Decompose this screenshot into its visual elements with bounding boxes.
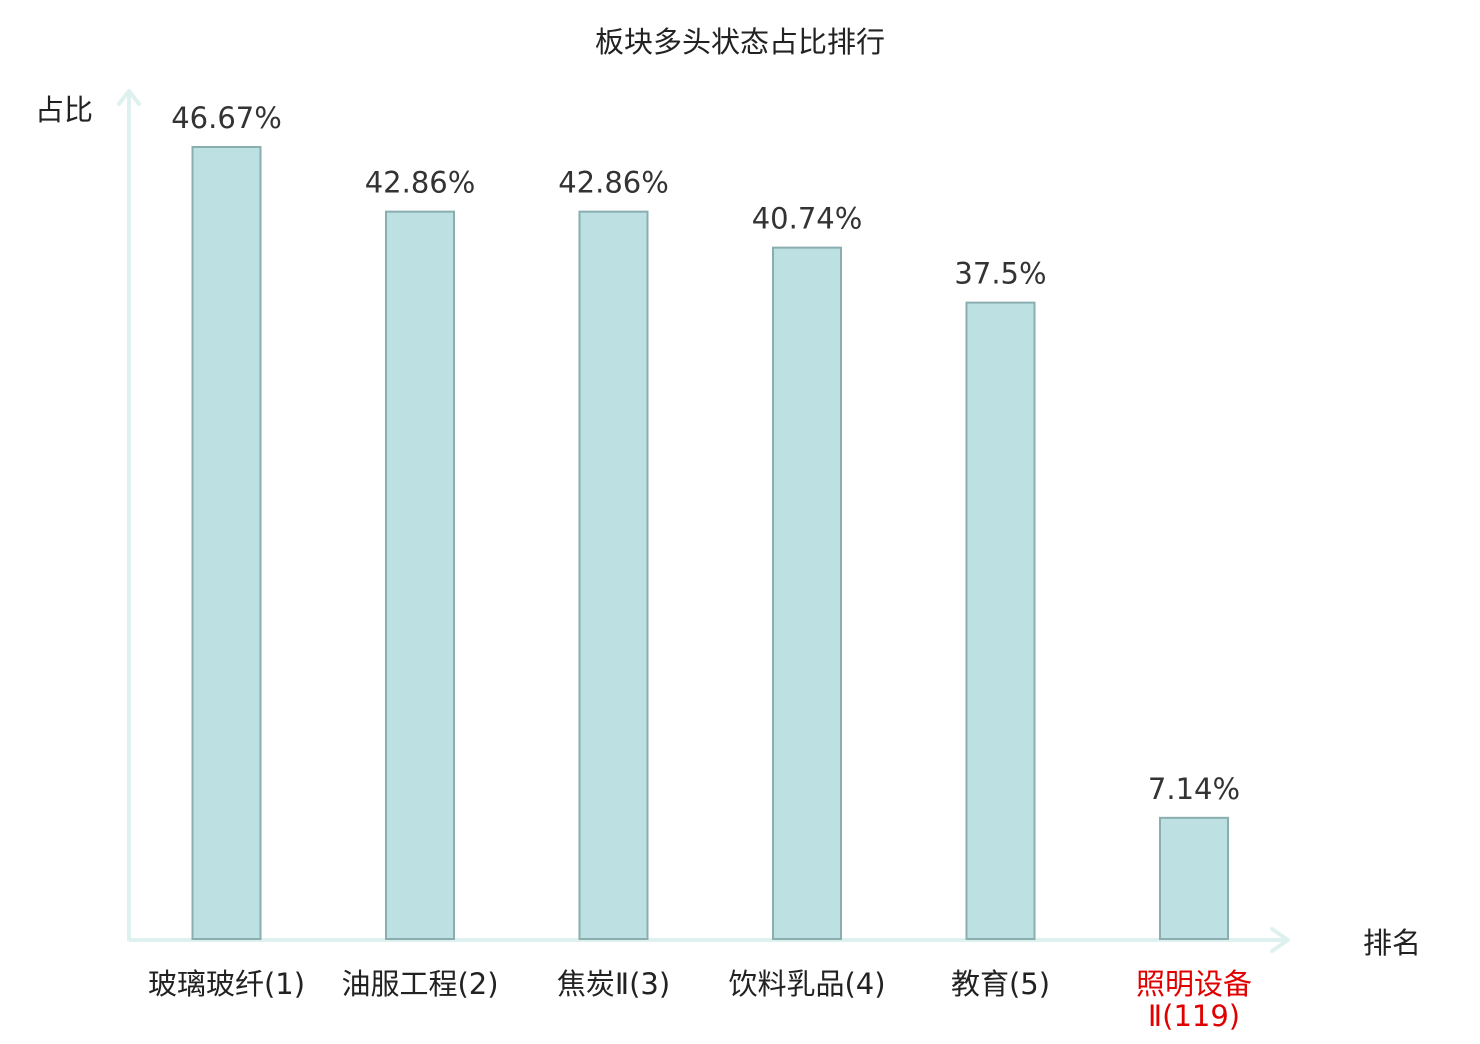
bar-5 — [965, 301, 1036, 940]
y-axis-arrow — [117, 89, 141, 106]
category-label-line: 玻璃玻纤(1) — [148, 967, 305, 1001]
bar-6 — [1159, 816, 1229, 940]
x-axis-label: 排名 — [1363, 926, 1421, 960]
bar-value-label-2: 42.86% — [365, 166, 476, 200]
bar-value-label-3: 42.86% — [558, 166, 669, 200]
bar-value-label-6: 7.14% — [1148, 772, 1240, 806]
category-label-line: 油服工程(2) — [341, 967, 498, 1001]
category-label-line: 照明设备 — [1136, 967, 1252, 1001]
category-label-line: 焦炭Ⅱ(3) — [557, 967, 670, 1001]
bar-value-label-5: 37.5% — [954, 257, 1046, 291]
category-label-2: 油服工程(2) — [341, 967, 498, 1001]
category-label-3: 焦炭Ⅱ(3) — [557, 967, 670, 1001]
category-labels-group: 玻璃玻纤(1) 油服工程(2) 焦炭Ⅱ(3) 饮料乳品(4) 教育(5) 照明设备 Ⅱ(11… — [148, 967, 1252, 1033]
bar-4 — [772, 246, 842, 941]
bar-3 — [578, 210, 649, 941]
bar-1 — [191, 146, 262, 940]
chart-title: 板块多头状态占比排行 — [595, 25, 885, 59]
category-label-1: 玻璃玻纤(1) — [148, 967, 305, 1001]
axes — [117, 89, 1290, 953]
bar-2 — [385, 210, 455, 941]
y-axis-label: 占比 — [35, 93, 93, 127]
bars-group — [191, 146, 1229, 941]
bar-value-label-4: 40.74% — [752, 202, 863, 236]
category-label-4: 饮料乳品(4) — [728, 967, 885, 1001]
bar-value-label-1: 46.67% — [171, 101, 282, 135]
value-labels-group: 46.67% 42.86% 42.86% 40.74% 37.5% 7.14% — [171, 101, 1240, 806]
category-label-line: 教育(5) — [951, 967, 1050, 1001]
category-label-5: 教育(5) — [951, 967, 1050, 1001]
category-label-line: Ⅱ(119) — [1148, 999, 1240, 1033]
x-axis-arrow — [1270, 927, 1290, 953]
category-label-line: 饮料乳品(4) — [728, 967, 885, 1001]
category-label-6: 照明设备 Ⅱ(119) — [1136, 967, 1252, 1033]
